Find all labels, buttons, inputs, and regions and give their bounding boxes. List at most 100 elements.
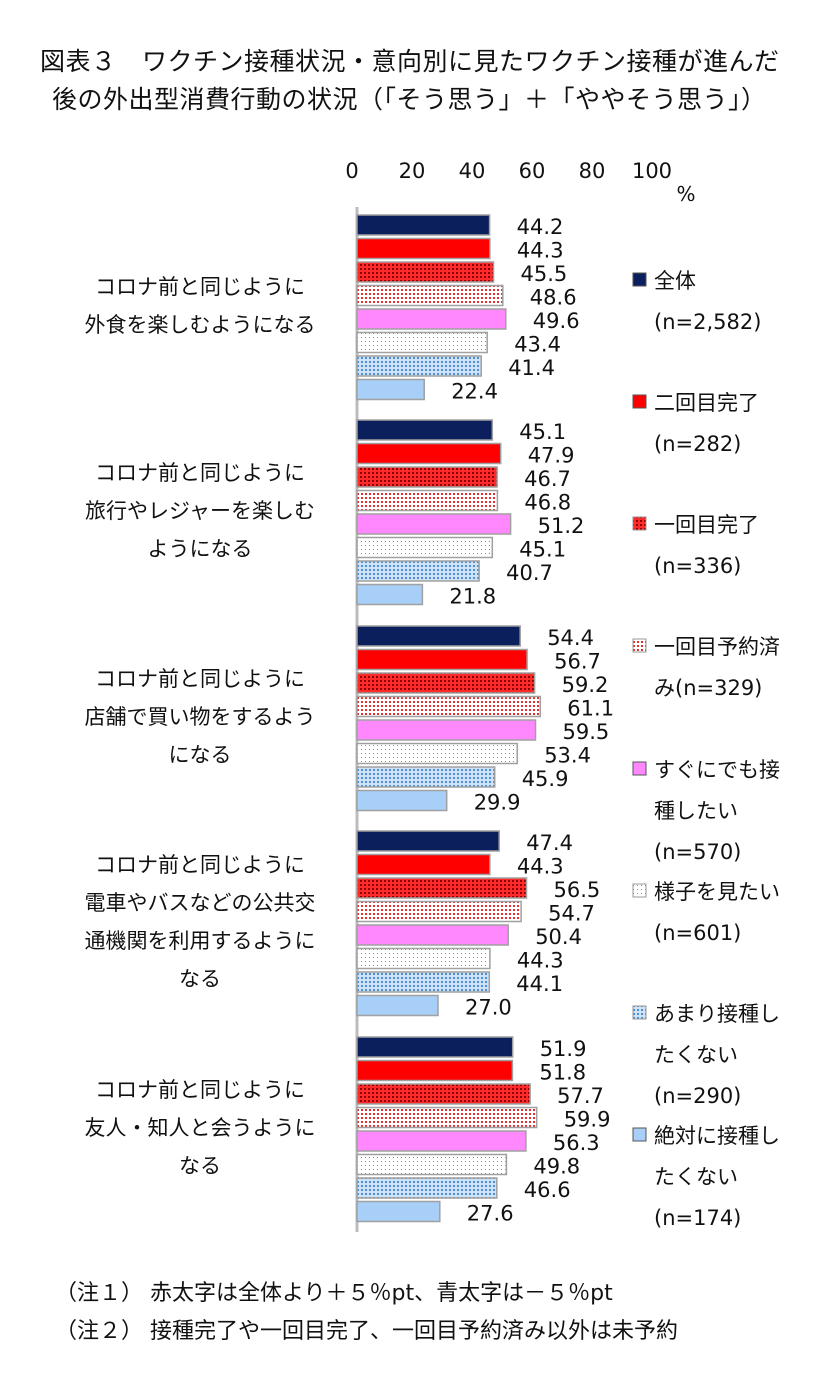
bar [356,378,425,401]
bar-value-label: 56.5 [554,878,601,902]
bar [356,1177,498,1199]
bar-value-label: 27.0 [465,996,512,1020]
bar [356,308,507,330]
bar [356,900,522,923]
bar [356,1106,538,1129]
bar-value-label: 41.4 [508,356,555,380]
bar [356,924,509,946]
bar-value-label: 53.4 [544,744,591,768]
bar [356,1083,531,1105]
bar [356,1153,508,1176]
category-label-line: コロナ前と同じように [95,275,305,299]
legend-label: たくない [654,1165,738,1189]
category-label-line: コロナ前と同じように [95,853,305,877]
category-label-line: コロナ前と同じように [95,1078,305,1102]
footnote-1: （注１） 赤太字は全体より＋５％pt、青太字は－５％pt [55,1281,613,1306]
bar [356,877,528,899]
bar-value-label: 40.7 [506,561,553,585]
x-tick-label: 40 [459,159,486,183]
bar-value-label: 45.1 [519,420,566,444]
category-label-line: 店舗で買い物をするよう [84,705,316,729]
category-label-line: 旅行やレジャーを楽しむ [85,499,315,523]
category-label: コロナ前と同じように 外食を楽しむようになる [50,268,350,344]
x-tick-label: 80 [579,159,606,183]
bar-value-label: 51.2 [538,514,585,538]
x-axis-unit: % [676,182,695,206]
bar-value-label: 44.3 [517,949,564,973]
category-label: コロナ前と同じように 旅行やレジャーを楽しむ ようになる [50,454,350,568]
bar [356,261,495,283]
x-tick-label: 20 [399,159,426,183]
bar-value-label: 44.1 [516,972,563,996]
bar [356,331,488,354]
bar [356,466,498,488]
bar-value-label: 56.3 [553,1131,600,1155]
legend-swatch [632,394,647,409]
category-label: コロナ前と同じように 電車やバスなどの公共交 通機関を利用するように なる [50,846,350,998]
bar-value-label: 27.6 [467,1202,514,1226]
category-label-line: 電車やバスなどの公共交 [84,891,316,915]
category-label-line: 通機関を利用するように [84,929,316,953]
bar-value-label: 45.1 [519,538,566,562]
bar-value-label: 45.5 [521,262,568,286]
legend-label: (n=290) [654,1084,741,1108]
legend-label: (n=2,582) [654,310,761,334]
bar [356,560,480,582]
legend-label: (n=601) [654,921,741,945]
bar [356,830,500,852]
legend-label: 二回目完了 [654,391,759,415]
bar-value-label: 56.7 [554,650,601,674]
bar [356,994,439,1017]
bar [356,719,537,741]
bar-value-label: 61.1 [567,697,614,721]
bar [356,419,494,441]
bar-value-label: 49.6 [533,309,580,333]
bar [356,1200,441,1223]
chart-title-line-2: 後の外出型消費行動の状況（「そう思う」＋「ややそう思う」） [52,85,767,114]
bar [356,284,504,307]
x-tick-label: 0 [345,159,358,183]
bar-value-label: 59.2 [562,673,609,697]
bar-value-label: 44.3 [517,239,564,263]
bar-value-label: 51.9 [540,1037,587,1061]
category-label-line: コロナ前と同じように [95,461,305,485]
bar [356,214,491,236]
chart-title-line-1: 図表３ ワクチン接種状況・意向別に見たワクチン接種が進んだ [40,47,780,76]
legend-label: (n=174) [654,1206,741,1230]
bar-value-label: 44.3 [517,855,564,879]
legend-label: 種したい [654,799,738,823]
bar [356,583,424,606]
bar-value-label: 59.9 [564,1108,611,1132]
bar [356,947,491,970]
bar [356,237,491,260]
legend-label: (n=570) [654,840,741,864]
bar-value-label: 49.8 [533,1155,580,1179]
category-label-line: になる [168,743,232,767]
bar [356,1059,514,1082]
bar [356,742,518,765]
legend-label: 全体 [654,269,696,293]
bar [356,766,496,788]
legend-swatch [632,883,647,898]
bar-value-label: 46.8 [524,491,571,515]
legend-label: 様子を見たい [654,880,780,904]
x-tick-label: 100 [632,159,672,183]
bar [356,789,448,812]
bar [356,536,494,559]
bar-value-label: 59.5 [563,720,610,744]
bar-value-label: 21.8 [449,585,496,609]
category-label-line: なる [179,1154,221,1178]
legend-swatch [632,1005,647,1020]
bar-value-label: 29.9 [474,791,521,815]
bar-value-label: 48.6 [530,286,577,310]
legend-label: 一回目完了 [654,513,759,537]
bar-value-label: 45.9 [522,767,569,791]
bar-value-label: 54.4 [547,626,594,650]
category-label-line: コロナ前と同じように [95,667,305,691]
bar [356,672,536,694]
category-label-line: なる [179,967,221,991]
legend-label: 一回目予約済 [654,635,780,659]
category-label-line: 友人・知人と会うように [84,1116,316,1140]
legend-swatch [632,761,647,776]
category-label: コロナ前と同じように 店舗で買い物をするよう になる [50,660,350,774]
